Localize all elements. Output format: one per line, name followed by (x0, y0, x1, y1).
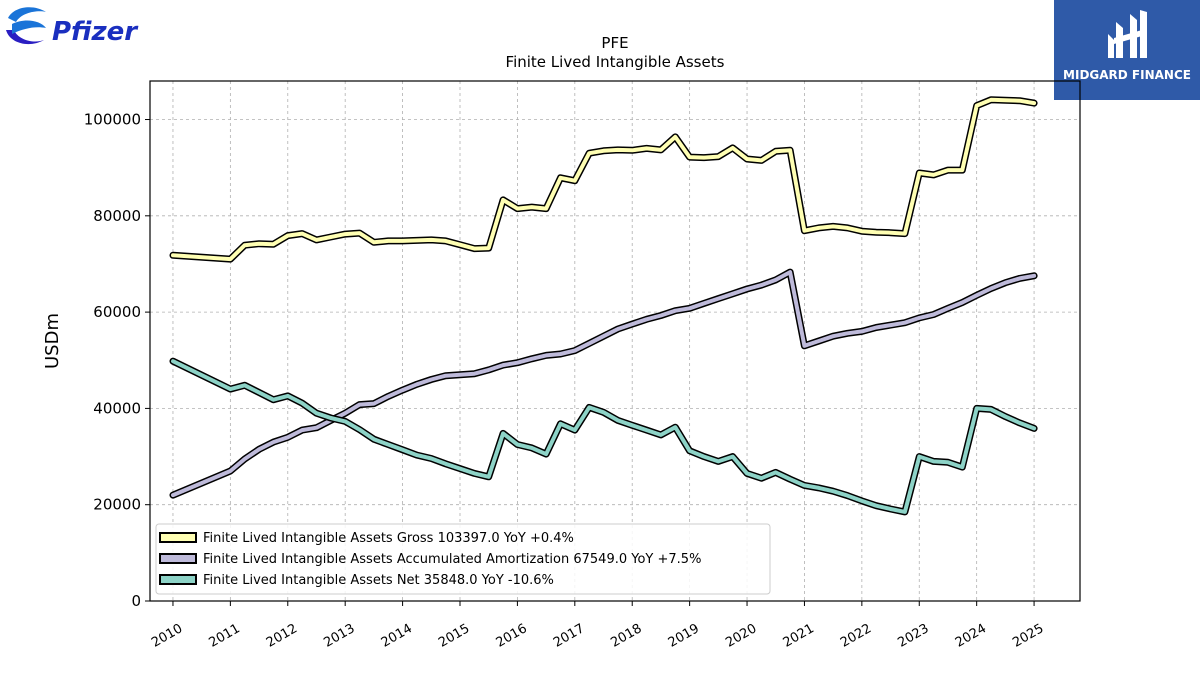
grid (150, 81, 1080, 601)
x-tick-label: 2022 (838, 621, 874, 651)
y-tick-label: 60000 (93, 303, 141, 321)
x-tick-label: 2011 (207, 621, 243, 651)
x-tick-label: 2014 (379, 621, 415, 651)
legend-label-2: Finite Lived Intangible Assets Accumulat… (203, 552, 701, 567)
legend-swatch-2 (159, 553, 197, 564)
series-line-3 (171, 359, 1037, 514)
legend-label-1: Finite Lived Intangible Assets Gross 103… (203, 531, 574, 546)
pfizer-logo: Pfizer (0, 0, 140, 60)
x-tick-label: 2015 (436, 621, 472, 651)
x-tick-label: 2013 (321, 621, 357, 651)
midgard-logo: MIDGARD FINANCE (1054, 0, 1200, 100)
legend-box (155, 523, 771, 595)
x-tick-label: 2016 (494, 621, 530, 651)
legend-swatch-1 (159, 532, 197, 543)
x-axis: 2010 2011 2012 2013 2014 2015 2016 2017 2018 2019… (149, 601, 1046, 651)
series-outline-3 (169, 357, 1038, 516)
x-tick-label: 2023 (895, 621, 931, 651)
legend: Finite Lived Intangible Assets Gross 103… (155, 523, 771, 595)
x-tick-label: 2018 (608, 621, 644, 651)
y-tick-label: 20000 (93, 496, 141, 514)
pfizer-logo-text: Pfizer (52, 17, 139, 47)
midgard-logo-text: MIDGARD FINANCE (1063, 68, 1191, 82)
midgard-monogram-icon (1108, 10, 1147, 58)
plot-frame (149, 80, 1081, 602)
x-tick-label: 2019 (666, 621, 702, 651)
y-axis-label: USDm (42, 313, 63, 369)
x-tick-label: 2021 (781, 621, 817, 651)
chart-title: PFE (601, 34, 628, 52)
series-line-1 (171, 97, 1037, 262)
series-layer (169, 96, 1038, 516)
chart-subtitle: Finite Lived Intangible Assets (506, 53, 725, 71)
y-tick-label: 0 (131, 592, 141, 610)
y-tick-label: 100000 (84, 111, 141, 129)
x-tick-label: 2024 (953, 621, 989, 651)
x-tick-label: 2017 (551, 621, 587, 651)
pfizer-swirl-icon: Pfizer (6, 7, 139, 47)
x-tick-label: 2012 (264, 621, 300, 651)
x-tick-label: 2020 (723, 621, 759, 651)
y-tick-label: 40000 (93, 399, 141, 417)
series-outline-2 (169, 268, 1038, 499)
series-line-2 (171, 270, 1037, 498)
x-tick-label: 2025 (1010, 621, 1046, 651)
legend-label-3: Finite Lived Intangible Assets Net 35848… (203, 573, 554, 588)
y-axis: 0 20000 40000 60000 80000 100000 (84, 111, 150, 610)
x-tick-label: 2010 (149, 621, 185, 651)
legend-swatch-3 (159, 574, 197, 585)
y-tick-label: 80000 (93, 207, 141, 225)
